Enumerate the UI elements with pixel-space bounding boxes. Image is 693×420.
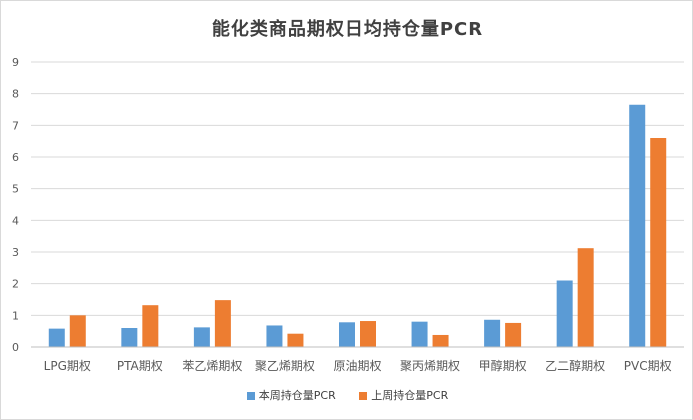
bar-this-week (484, 319, 501, 347)
legend-item-this-week: 本周持仓量PCR (246, 387, 336, 403)
x-tick-label: 苯乙烯期权 (182, 359, 242, 373)
legend-label-this-week: 本周持仓量PCR (258, 389, 336, 402)
x-tick-label: PVC期权 (624, 359, 672, 373)
bar-last-week (360, 321, 376, 347)
bar-this-week (48, 328, 65, 347)
x-tick-label: 原油期权 (333, 359, 381, 373)
chart-title: 能化类商品期权日均持仓量PCR (211, 19, 484, 40)
x-tick-label: LPG期权 (44, 359, 91, 373)
bar-this-week (411, 321, 428, 347)
bar-last-week (650, 138, 667, 347)
x-tick-label: 聚乙烯期权 (255, 359, 315, 373)
bar-this-week (266, 325, 283, 347)
bar-this-week (121, 328, 138, 347)
y-tick-label: 8 (12, 88, 19, 101)
y-tick-label: 3 (12, 246, 19, 259)
y-tick-label: 7 (12, 119, 19, 132)
y-tick-label: 5 (12, 183, 19, 196)
x-tick-label: 乙二醇期权 (545, 358, 605, 373)
legend-swatch-this-week (246, 392, 255, 400)
y-tick-label: 6 (12, 151, 19, 164)
y-tick-label: 2 (12, 278, 19, 291)
legend-swatch-last-week (359, 392, 368, 400)
bar-last-week (505, 322, 522, 347)
x-tick-label: PTA期权 (117, 359, 163, 373)
y-tick-label: 9 (12, 56, 19, 69)
bar-last-week (287, 333, 304, 347)
bar-this-week (339, 322, 355, 347)
x-tick-label: 聚丙烯期权 (400, 359, 460, 373)
bar-last-week (214, 300, 231, 347)
y-tick-label: 0 (12, 341, 19, 354)
x-tick-label: 甲醇期权 (479, 358, 527, 373)
bar-last-week (577, 248, 594, 347)
bar-this-week (556, 280, 573, 347)
y-tick-label: 1 (12, 309, 19, 322)
bar-this-week (193, 327, 210, 347)
bar-last-week (432, 334, 449, 347)
legend: 本周持仓量PCR 上周持仓量PCR (1, 387, 692, 403)
legend-label-last-week: 上周持仓量PCR (371, 389, 449, 402)
bar-this-week (629, 104, 646, 347)
bar-last-week (69, 315, 86, 347)
y-tick-label: 4 (12, 214, 19, 227)
legend-item-last-week: 上周持仓量PCR (359, 387, 448, 403)
bar-last-week (142, 305, 159, 347)
